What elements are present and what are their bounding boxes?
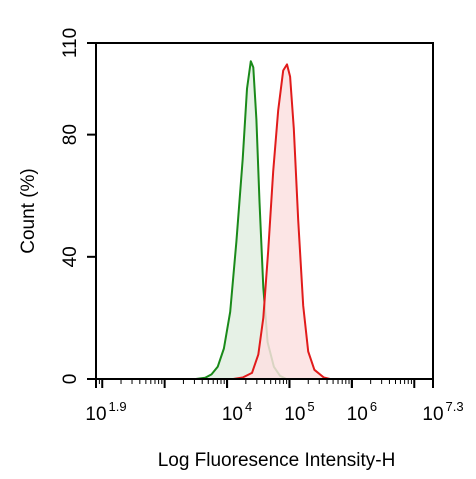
x-tick-label: 10 7.3 — [422, 399, 463, 425]
x-major-ticks: 10 1.9 10 4 10 5 10 6 10 7.3 — [85, 379, 464, 425]
y-ticks: 0 40 80 110 — [60, 28, 96, 384]
x-tick-label: 10 4 — [222, 399, 252, 425]
y-tick-label: 80 — [60, 124, 81, 145]
y-tick-label: 110 — [60, 28, 81, 58]
y-tick-label: 0 — [60, 374, 81, 385]
x-tick-label: 10 5 — [284, 399, 314, 425]
y-tick-label: 40 — [60, 246, 81, 267]
x-tick-label: 10 6 — [347, 399, 377, 425]
x-tick-label: 10 1.9 — [85, 399, 126, 425]
plot-area — [195, 60, 331, 380]
plot-frame — [95, 42, 434, 380]
x-minor-ticks — [95, 379, 416, 388]
histogram-line-2 — [233, 63, 331, 380]
y-axis-label: Count (%) — [18, 168, 39, 254]
histogram-fill-2 — [233, 64, 330, 380]
x-axis-label: Log Fluoresence Intensity-H — [158, 450, 396, 471]
